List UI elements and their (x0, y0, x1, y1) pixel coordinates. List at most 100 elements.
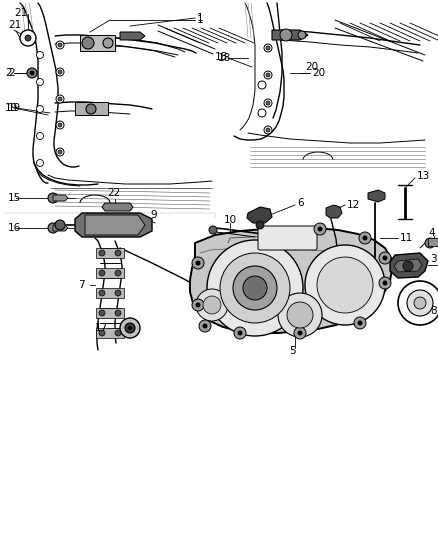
Text: 7: 7 (78, 280, 85, 290)
Circle shape (379, 277, 391, 289)
Polygon shape (53, 225, 68, 231)
Circle shape (318, 227, 322, 231)
Polygon shape (368, 190, 385, 202)
Circle shape (196, 289, 228, 321)
Circle shape (58, 43, 62, 47)
Circle shape (195, 261, 201, 265)
Circle shape (192, 299, 204, 311)
Circle shape (294, 327, 306, 339)
Circle shape (403, 261, 413, 271)
Circle shape (266, 128, 270, 132)
Text: 9: 9 (150, 210, 157, 220)
Text: 15: 15 (8, 193, 21, 203)
Circle shape (256, 221, 264, 229)
Circle shape (363, 236, 367, 240)
Circle shape (305, 245, 385, 325)
Text: 18: 18 (215, 52, 228, 62)
Text: 4: 4 (428, 228, 434, 238)
Polygon shape (96, 268, 124, 278)
Circle shape (264, 126, 272, 134)
Circle shape (280, 29, 292, 41)
Polygon shape (190, 228, 392, 333)
Text: 18: 18 (218, 53, 231, 63)
Circle shape (266, 46, 270, 50)
Circle shape (36, 106, 43, 112)
Polygon shape (247, 207, 272, 223)
Polygon shape (96, 288, 124, 298)
Polygon shape (85, 215, 145, 235)
Circle shape (120, 318, 140, 338)
Circle shape (357, 320, 363, 326)
Text: 19: 19 (5, 103, 18, 113)
Circle shape (125, 323, 135, 333)
Circle shape (199, 320, 211, 332)
Circle shape (266, 101, 270, 105)
Circle shape (237, 330, 243, 335)
Circle shape (278, 293, 322, 337)
Text: 1: 1 (197, 13, 204, 23)
Circle shape (58, 97, 62, 101)
Circle shape (82, 37, 94, 49)
Circle shape (115, 270, 121, 276)
Polygon shape (53, 195, 68, 201)
Circle shape (359, 232, 371, 244)
Circle shape (99, 250, 105, 256)
Text: 10: 10 (224, 215, 237, 225)
Circle shape (317, 257, 373, 313)
Circle shape (27, 68, 37, 78)
Text: 21: 21 (14, 8, 27, 18)
Text: 20: 20 (312, 68, 325, 78)
Circle shape (99, 290, 105, 296)
Polygon shape (120, 32, 145, 40)
Text: 21: 21 (8, 20, 21, 30)
Circle shape (414, 297, 426, 309)
Circle shape (20, 30, 36, 46)
Circle shape (115, 310, 121, 316)
Polygon shape (390, 253, 428, 278)
Circle shape (115, 290, 121, 296)
Circle shape (99, 310, 105, 316)
Polygon shape (75, 213, 152, 237)
Circle shape (234, 327, 246, 339)
Circle shape (192, 257, 204, 269)
Text: 2: 2 (8, 68, 14, 78)
Circle shape (207, 240, 303, 336)
Circle shape (48, 223, 58, 233)
Polygon shape (326, 205, 342, 218)
Circle shape (314, 223, 326, 235)
Circle shape (115, 330, 121, 336)
Circle shape (407, 290, 433, 316)
Circle shape (209, 226, 217, 234)
Text: 13: 13 (417, 171, 430, 181)
Circle shape (382, 255, 388, 261)
Circle shape (203, 296, 221, 314)
Circle shape (128, 326, 132, 330)
Circle shape (195, 303, 201, 308)
Circle shape (56, 121, 64, 129)
Circle shape (264, 44, 272, 52)
Text: 3: 3 (430, 254, 437, 264)
Circle shape (25, 35, 31, 41)
Circle shape (266, 73, 270, 77)
Circle shape (58, 123, 62, 127)
Circle shape (220, 253, 290, 323)
Circle shape (99, 330, 105, 336)
Circle shape (298, 31, 306, 39)
Text: 12: 12 (347, 200, 360, 210)
Polygon shape (96, 248, 124, 258)
Text: 1: 1 (197, 15, 204, 25)
Text: 17: 17 (95, 323, 108, 333)
Polygon shape (272, 30, 308, 40)
Polygon shape (96, 308, 124, 318)
Text: 20: 20 (305, 62, 318, 72)
Circle shape (258, 81, 266, 89)
Polygon shape (75, 102, 108, 115)
Circle shape (36, 159, 43, 166)
Circle shape (56, 68, 64, 76)
Circle shape (425, 238, 435, 248)
Text: 5: 5 (289, 346, 296, 356)
Circle shape (243, 276, 267, 300)
Circle shape (398, 281, 438, 325)
Circle shape (115, 250, 121, 256)
Text: 8: 8 (430, 306, 437, 316)
